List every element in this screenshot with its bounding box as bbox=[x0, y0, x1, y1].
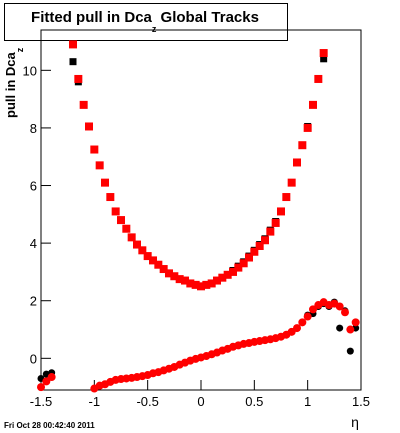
data-point bbox=[186, 279, 195, 288]
data-point bbox=[127, 233, 136, 242]
data-point bbox=[346, 347, 354, 355]
data-point bbox=[69, 58, 77, 66]
data-point bbox=[143, 252, 152, 261]
data-point bbox=[79, 100, 88, 109]
x-tick-label: -1.5 bbox=[30, 394, 52, 409]
data-point bbox=[154, 260, 163, 269]
data-point bbox=[287, 178, 296, 187]
data-point bbox=[122, 224, 131, 233]
data-point bbox=[47, 373, 56, 382]
data-point bbox=[282, 193, 291, 202]
y-tick-label: 4 bbox=[30, 236, 37, 251]
data-point bbox=[159, 265, 168, 274]
data-point bbox=[175, 275, 184, 284]
data-point bbox=[271, 218, 280, 227]
title-box bbox=[4, 3, 288, 41]
data-point bbox=[191, 280, 200, 289]
data-point bbox=[303, 123, 312, 132]
data-point bbox=[245, 253, 253, 262]
data-point bbox=[314, 74, 323, 83]
x-tick-label: -1 bbox=[89, 394, 101, 409]
x-tick-label: 0 bbox=[197, 394, 204, 409]
data-point bbox=[218, 273, 227, 282]
data-point bbox=[101, 178, 109, 187]
data-point bbox=[202, 280, 211, 289]
x-tick-label: 0.5 bbox=[245, 394, 263, 409]
data-point bbox=[298, 141, 307, 150]
data-point bbox=[261, 236, 269, 245]
data-point bbox=[90, 145, 99, 154]
data-point bbox=[309, 100, 317, 109]
data-point bbox=[239, 259, 248, 268]
data-point bbox=[309, 305, 317, 314]
data-point bbox=[95, 161, 104, 170]
y-tick-label: 0 bbox=[30, 351, 37, 366]
data-point bbox=[181, 276, 189, 285]
data-point bbox=[133, 240, 141, 249]
data-point bbox=[197, 282, 205, 291]
data-point bbox=[255, 242, 264, 250]
data-point bbox=[170, 272, 179, 281]
y-tick-label: 6 bbox=[30, 179, 37, 194]
data-point bbox=[234, 263, 243, 272]
data-point bbox=[293, 324, 301, 333]
data-point bbox=[320, 55, 328, 63]
data-point bbox=[85, 122, 93, 131]
title-end: Global Tracks bbox=[156, 9, 259, 26]
x-tick-label: -0.5 bbox=[136, 394, 158, 409]
data-point bbox=[213, 276, 221, 285]
title-main: Fitted pull in Dca bbox=[31, 9, 152, 26]
data-point bbox=[69, 40, 77, 49]
data-point bbox=[319, 49, 328, 58]
data-point bbox=[303, 312, 312, 321]
data-point bbox=[42, 377, 51, 386]
y-label-subscript: z bbox=[15, 47, 25, 52]
data-point bbox=[149, 256, 157, 265]
data-point bbox=[341, 308, 349, 317]
data-point bbox=[111, 207, 120, 216]
data-point bbox=[293, 158, 301, 167]
y-label-main: pull in Dca bbox=[3, 52, 18, 119]
y-axis-label: pull in Dcaz bbox=[3, 47, 25, 118]
data-point bbox=[229, 267, 237, 276]
y-tick-label: 8 bbox=[30, 121, 37, 136]
data-point bbox=[250, 247, 259, 256]
x-axis-label: η bbox=[351, 414, 359, 430]
data-point bbox=[74, 74, 83, 83]
data-point bbox=[117, 216, 125, 225]
x-tick-label: 1 bbox=[304, 394, 311, 409]
data-point bbox=[223, 270, 232, 279]
data-point bbox=[346, 325, 355, 334]
data-point bbox=[138, 246, 147, 255]
data-point bbox=[336, 324, 344, 332]
title-subscript: z bbox=[152, 24, 157, 34]
data-point bbox=[106, 193, 115, 202]
data-point bbox=[335, 302, 344, 311]
footer-date: Fri Oct 28 00:42:40 2011 bbox=[4, 421, 95, 430]
data-point bbox=[266, 227, 275, 236]
data-point bbox=[37, 383, 45, 392]
y-tick-label: 10 bbox=[23, 63, 37, 78]
data-point bbox=[298, 318, 307, 327]
chart-title: Fitted pull in Dcaz Global Tracks bbox=[31, 9, 259, 34]
x-tick-label: 1.5 bbox=[352, 394, 370, 409]
data-point bbox=[351, 318, 360, 327]
data-point bbox=[165, 269, 173, 278]
data-point bbox=[207, 279, 216, 288]
y-tick-label: 2 bbox=[30, 294, 37, 309]
data-point bbox=[277, 207, 285, 216]
